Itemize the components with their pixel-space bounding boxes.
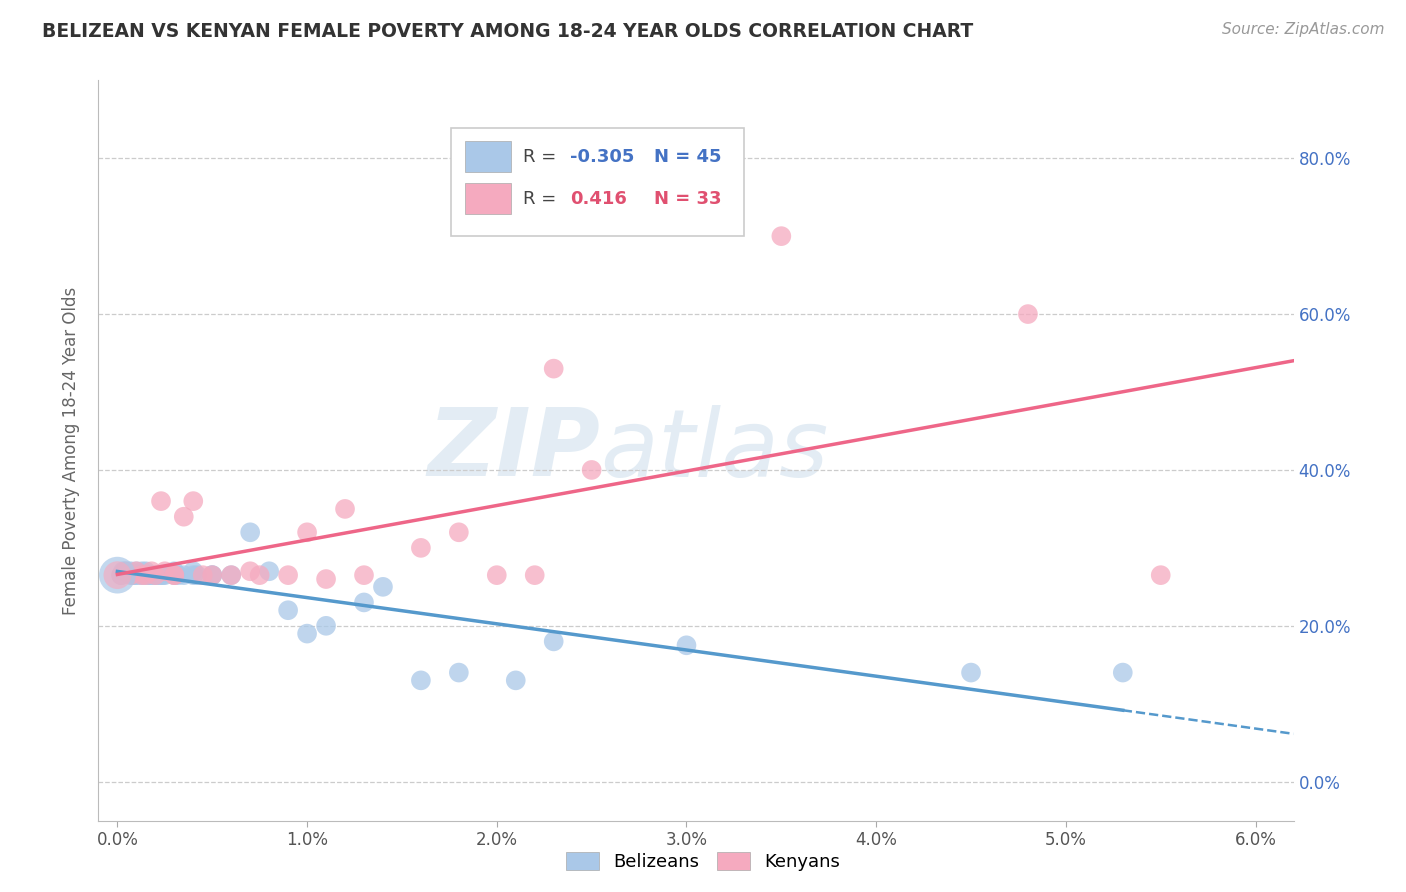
Point xyxy=(191,568,214,582)
Point xyxy=(1150,568,1173,582)
Point xyxy=(239,525,262,540)
Point xyxy=(581,463,603,477)
Point xyxy=(201,568,224,582)
Point xyxy=(135,564,157,578)
Text: Source: ZipAtlas.com: Source: ZipAtlas.com xyxy=(1222,22,1385,37)
Point xyxy=(120,564,142,578)
Text: 0.416: 0.416 xyxy=(571,190,627,208)
Y-axis label: Female Poverty Among 18-24 Year Olds: Female Poverty Among 18-24 Year Olds xyxy=(62,286,80,615)
Point xyxy=(1017,307,1039,321)
Point xyxy=(150,494,173,508)
Bar xyxy=(465,141,510,172)
Point xyxy=(131,568,153,582)
Text: -0.305: -0.305 xyxy=(571,147,636,166)
Point xyxy=(505,673,527,688)
Text: N = 33: N = 33 xyxy=(654,190,721,208)
Point xyxy=(409,541,432,555)
Point xyxy=(152,568,174,582)
Point xyxy=(105,568,128,582)
Point xyxy=(239,564,262,578)
Point xyxy=(124,568,146,582)
Point xyxy=(163,564,186,578)
Legend: Belizeans, Kenyans: Belizeans, Kenyans xyxy=(558,846,848,879)
Point xyxy=(219,568,242,582)
Text: atlas: atlas xyxy=(600,405,828,496)
Point xyxy=(249,568,271,582)
Point xyxy=(295,626,318,640)
Point xyxy=(143,568,166,582)
Point xyxy=(148,568,170,582)
Point xyxy=(543,634,565,648)
Point xyxy=(186,568,208,582)
Point xyxy=(121,568,143,582)
Point xyxy=(277,603,299,617)
Text: BELIZEAN VS KENYAN FEMALE POVERTY AMONG 18-24 YEAR OLDS CORRELATION CHART: BELIZEAN VS KENYAN FEMALE POVERTY AMONG … xyxy=(42,22,973,41)
Point xyxy=(153,564,176,578)
Bar xyxy=(451,128,744,235)
Text: ZIP: ZIP xyxy=(427,404,600,497)
Point xyxy=(125,564,148,578)
Point xyxy=(371,580,394,594)
Point xyxy=(138,568,160,582)
Point xyxy=(136,568,159,582)
Point xyxy=(163,568,186,582)
Point xyxy=(132,568,155,582)
Point xyxy=(131,564,153,578)
Point xyxy=(120,568,142,582)
Point xyxy=(143,568,166,582)
Point xyxy=(125,564,148,578)
Point xyxy=(447,525,470,540)
Point xyxy=(485,568,508,582)
Point xyxy=(105,568,128,582)
Point xyxy=(163,568,186,582)
Point xyxy=(1112,665,1135,680)
Point xyxy=(257,564,280,578)
Point xyxy=(201,568,224,582)
Point xyxy=(353,595,375,609)
Point xyxy=(181,494,204,508)
Point xyxy=(143,568,166,582)
Point xyxy=(112,564,135,578)
Point xyxy=(447,665,470,680)
Point xyxy=(353,568,375,582)
Point xyxy=(277,568,299,582)
Point xyxy=(770,229,793,244)
Point xyxy=(173,509,195,524)
Point xyxy=(201,568,224,582)
Point xyxy=(219,568,242,582)
Point xyxy=(315,572,337,586)
Point xyxy=(153,568,176,582)
Point xyxy=(135,568,157,582)
Point xyxy=(523,568,546,582)
Point xyxy=(315,619,337,633)
Point xyxy=(141,568,163,582)
Point xyxy=(960,665,983,680)
Point xyxy=(150,568,173,582)
Point xyxy=(125,568,148,582)
Point xyxy=(181,568,204,582)
Point xyxy=(114,564,136,578)
Point xyxy=(141,564,163,578)
Text: N = 45: N = 45 xyxy=(654,147,721,166)
Point xyxy=(675,638,697,652)
Point xyxy=(110,568,132,582)
Point xyxy=(129,568,152,582)
Point xyxy=(115,564,138,578)
Bar xyxy=(465,183,510,214)
Point xyxy=(333,502,356,516)
Point xyxy=(173,568,195,582)
Point xyxy=(295,525,318,540)
Text: R =: R = xyxy=(523,190,568,208)
Point xyxy=(181,564,204,578)
Point xyxy=(110,568,132,582)
Text: R =: R = xyxy=(523,147,561,166)
Point xyxy=(409,673,432,688)
Point xyxy=(163,568,186,582)
Point xyxy=(543,361,565,376)
Point xyxy=(167,568,190,582)
